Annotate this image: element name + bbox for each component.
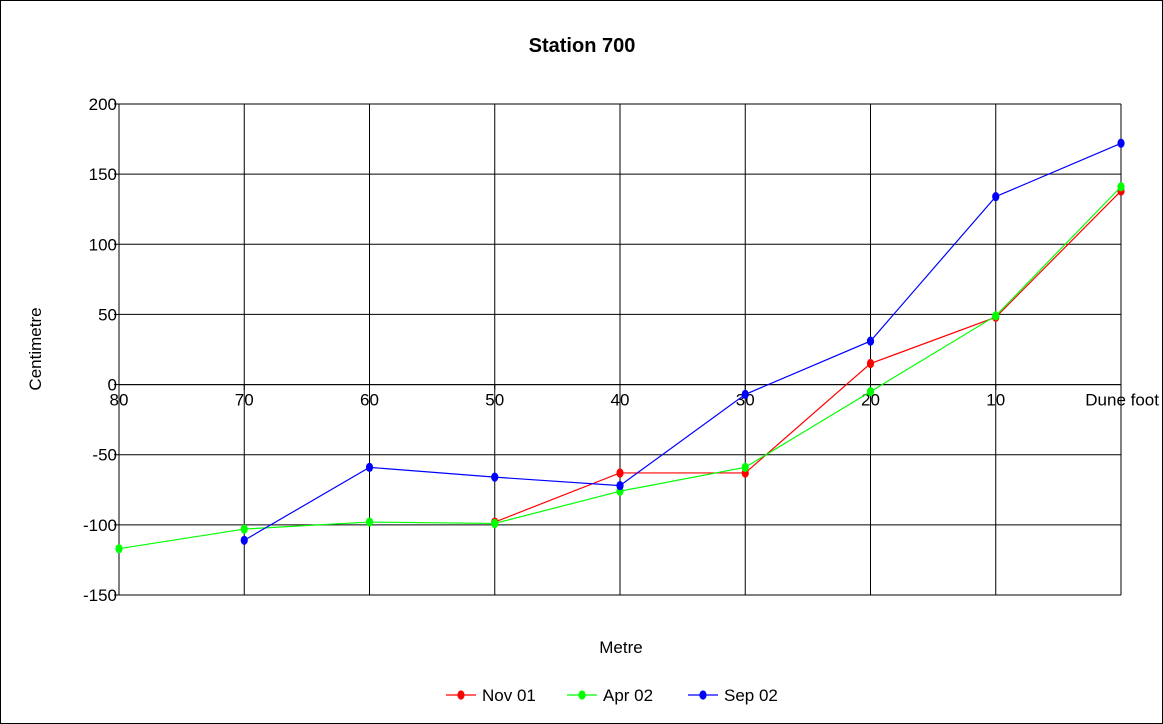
legend-item: Sep 02 — [688, 686, 778, 705]
grid — [118, 103, 1122, 596]
legend-item: Apr 02 — [567, 686, 653, 705]
x-axis-label: Metre — [599, 638, 642, 657]
x-tick-label: 80 — [110, 391, 129, 410]
series-line — [243, 142, 1122, 541]
x-tick-label: 30 — [736, 391, 755, 410]
data-point — [616, 480, 624, 491]
legend-item: Nov 01 — [446, 686, 536, 705]
y-tick-label: -150 — [83, 586, 117, 605]
chart-title: Station 700 — [529, 35, 636, 57]
series-nov-01 — [491, 186, 1125, 527]
data-point — [240, 535, 248, 545]
y-tick-label: 150 — [89, 165, 117, 184]
series-apr-02 — [115, 182, 1125, 554]
x-tick-label: 20 — [861, 391, 880, 410]
x-tick-label: 50 — [485, 391, 504, 410]
y-tick-label: 50 — [98, 305, 117, 324]
x-tick-label: 40 — [611, 391, 630, 410]
axes — [114, 103, 1122, 596]
data-point — [365, 517, 374, 527]
legend-label: Nov 01 — [482, 686, 536, 705]
series-line — [494, 190, 1122, 523]
data-point — [491, 518, 499, 529]
data-point — [1117, 182, 1125, 192]
y-tick-label: -100 — [83, 516, 117, 535]
data-point — [741, 462, 749, 472]
series — [115, 138, 1125, 554]
legend-marker — [699, 690, 707, 700]
data-point — [240, 524, 248, 534]
data-point — [365, 462, 374, 472]
x-tick-label: 70 — [235, 391, 254, 410]
legend-marker — [578, 690, 586, 700]
legend: Nov 01 Apr 02 Sep 02 — [446, 686, 778, 705]
y-tick-label: 0 — [108, 376, 117, 395]
legend-marker — [457, 690, 465, 700]
y-tick-label: 100 — [89, 235, 117, 254]
data-point — [1117, 138, 1125, 148]
legend-label: Apr 02 — [603, 686, 653, 705]
data-point — [491, 472, 499, 482]
data-point — [115, 544, 123, 554]
data-point — [616, 468, 624, 478]
y-axis-label: Centimetre — [26, 307, 45, 390]
data-point — [866, 358, 875, 369]
x-tick-labels: 80 70 60 50 40 30 20 10 Dune foot — [110, 391, 1160, 410]
data-point — [866, 336, 875, 346]
y-tick-labels: 200 150 100 50 0 -50 -100 -150 — [83, 95, 117, 605]
x-tick-label: 10 — [986, 391, 1005, 410]
series-sep-02 — [240, 138, 1125, 545]
x-tick-label: Dune foot — [1085, 391, 1159, 410]
y-tick-label: -50 — [92, 446, 117, 465]
data-point — [741, 389, 749, 399]
data-point — [992, 311, 1000, 321]
data-point — [866, 386, 875, 397]
x-tick-label: 60 — [360, 391, 379, 410]
legend-label: Sep 02 — [724, 686, 778, 705]
y-tick-label: 200 — [89, 95, 117, 114]
data-point — [992, 191, 1000, 202]
